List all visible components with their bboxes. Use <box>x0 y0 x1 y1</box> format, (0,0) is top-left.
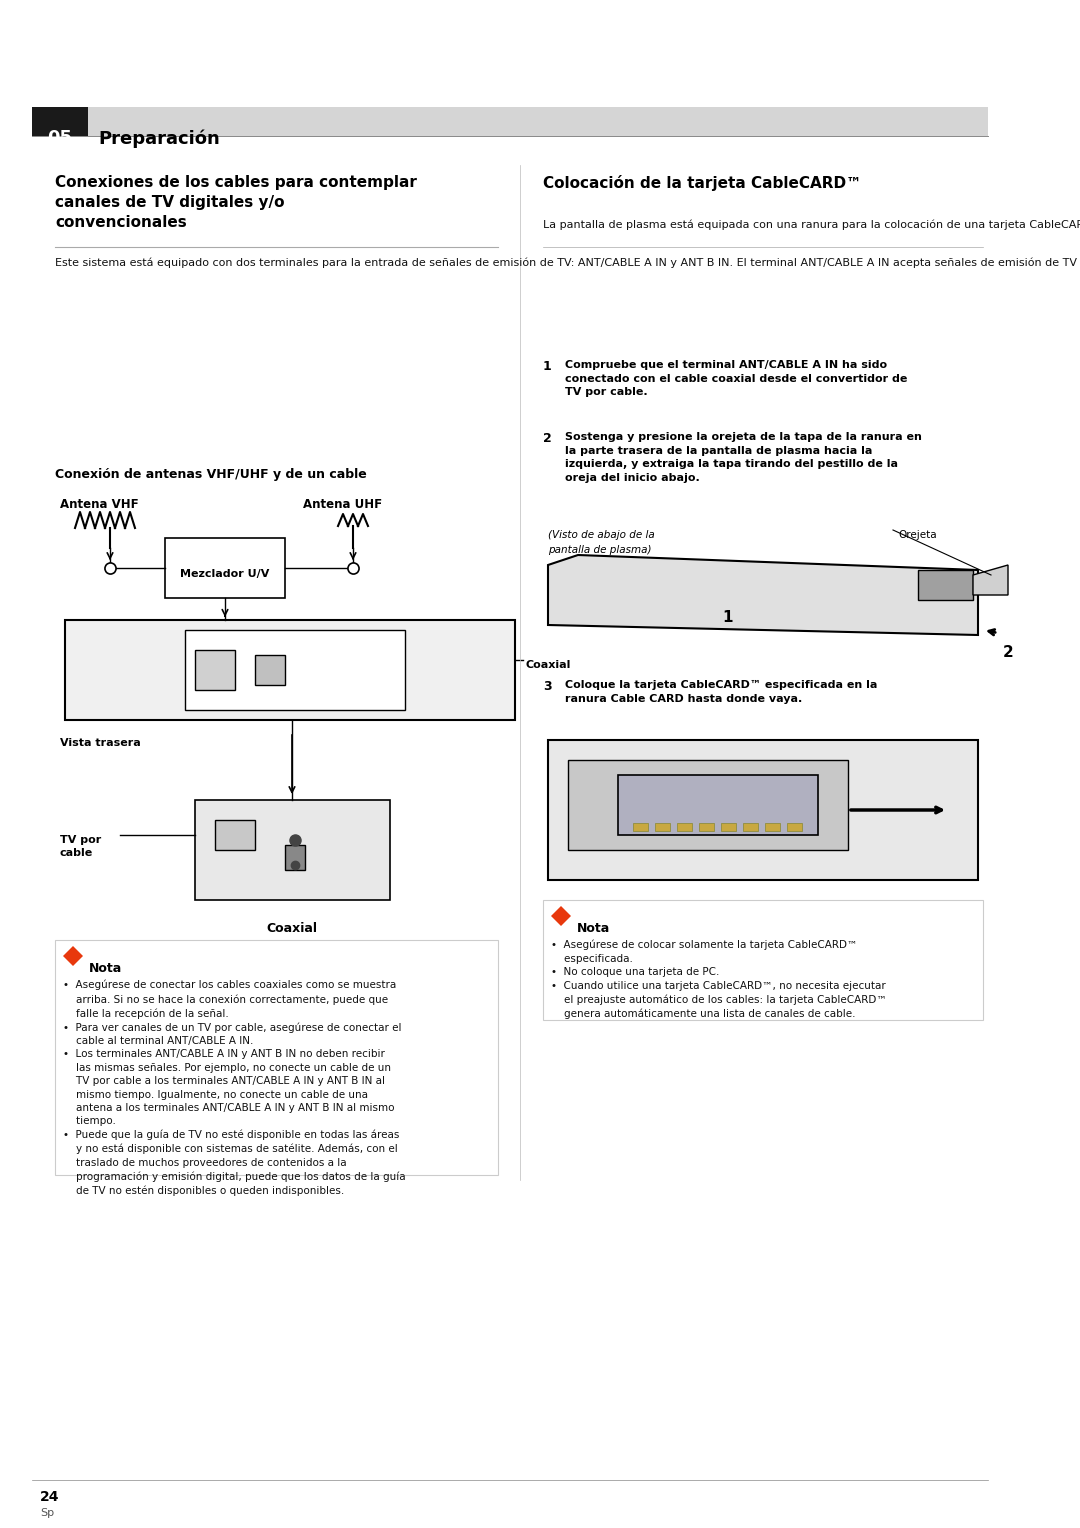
Bar <box>677 824 692 831</box>
Bar <box>65 620 515 720</box>
Bar <box>654 824 670 831</box>
Text: Antena VHF: Antena VHF <box>60 498 138 510</box>
Bar <box>618 775 818 834</box>
Text: Colocación de la tarjeta CableCARD™: Colocación de la tarjeta CableCARD™ <box>543 176 862 191</box>
Bar <box>195 801 390 900</box>
Text: Nota: Nota <box>89 963 122 975</box>
Bar <box>568 759 848 850</box>
Text: Nota: Nota <box>577 921 610 935</box>
Polygon shape <box>548 555 978 636</box>
Text: Orejeta: Orejeta <box>897 530 936 539</box>
Bar <box>185 630 405 711</box>
Bar <box>633 824 648 831</box>
Bar <box>55 940 498 1175</box>
Bar <box>743 824 758 831</box>
Bar <box>699 824 714 831</box>
Text: 2: 2 <box>543 432 552 445</box>
Text: Coaxial: Coaxial <box>267 921 318 935</box>
Text: 1: 1 <box>723 610 733 625</box>
Bar <box>255 656 285 685</box>
Text: Sp: Sp <box>40 1508 54 1517</box>
Bar <box>195 649 235 691</box>
Text: Compruebe que el terminal ANT/CABLE A IN ha sido
conectado con el cable coaxial : Compruebe que el terminal ANT/CABLE A IN… <box>565 361 907 397</box>
Text: TV por
cable: TV por cable <box>60 834 102 859</box>
Bar <box>87 107 988 136</box>
Text: Sostenga y presione la orejeta de la tapa de la ranura en
la parte trasera de la: Sostenga y presione la orejeta de la tap… <box>565 432 922 483</box>
Text: Coloque la tarjeta CableCARD™ especificada en la
ranura Cable CARD hasta donde v: Coloque la tarjeta CableCARD™ especifica… <box>565 680 877 703</box>
Text: La pantalla de plasma está equipada con una ranura para la colocación de una tar: La pantalla de plasma está equipada con … <box>543 220 1080 231</box>
Text: Conexiones de los cables para contemplar
canales de TV digitales y/o
convenciona: Conexiones de los cables para contemplar… <box>55 176 417 229</box>
Text: (Visto de abajo de la: (Visto de abajo de la <box>548 530 654 539</box>
Text: Antena UHF: Antena UHF <box>303 498 382 510</box>
Bar <box>787 824 802 831</box>
Text: Coaxial: Coaxial <box>525 660 570 669</box>
Text: 2: 2 <box>1003 645 1014 660</box>
Text: pantalla de plasma): pantalla de plasma) <box>548 545 651 555</box>
Text: Preparación: Preparación <box>98 128 219 148</box>
Bar <box>765 824 780 831</box>
Text: 24: 24 <box>40 1490 59 1504</box>
Text: 05: 05 <box>48 128 72 147</box>
Text: Conexión de antenas VHF/UHF y de un cable: Conexión de antenas VHF/UHF y de un cabl… <box>55 468 367 481</box>
Bar <box>918 570 973 601</box>
Polygon shape <box>63 946 83 966</box>
Polygon shape <box>551 906 571 926</box>
Bar <box>32 107 87 136</box>
Polygon shape <box>973 565 1008 594</box>
Bar <box>721 824 735 831</box>
Bar <box>548 740 978 880</box>
Text: •  Asegúrese de colocar solamente la tarjeta CableCARD™
    especificada.
•  No : • Asegúrese de colocar solamente la tarj… <box>551 940 887 1019</box>
Text: Vista trasera: Vista trasera <box>60 738 140 749</box>
Text: 1: 1 <box>543 361 552 373</box>
Bar <box>215 821 255 850</box>
Bar <box>285 845 305 869</box>
Text: Este sistema está equipado con dos terminales para la entrada de señales de emis: Este sistema está equipado con dos termi… <box>55 258 1080 269</box>
Text: 3: 3 <box>543 680 552 694</box>
Text: •  Asegúrese de conectar los cables coaxiales como se muestra
    arriba. Si no : • Asegúrese de conectar los cables coaxi… <box>63 979 406 1196</box>
Text: Mezclador U/V: Mezclador U/V <box>180 568 270 579</box>
Bar <box>543 900 983 1021</box>
Bar <box>165 538 285 597</box>
